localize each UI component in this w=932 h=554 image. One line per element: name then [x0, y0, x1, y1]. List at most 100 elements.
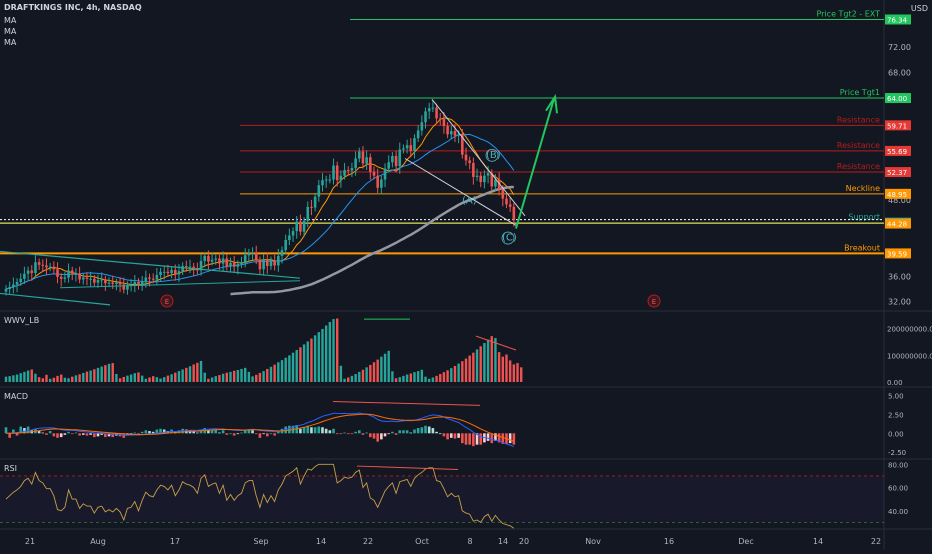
candle-body [34, 262, 37, 274]
macd-bar [107, 433, 111, 437]
wwv-bar [409, 373, 412, 382]
wwv-bar [332, 319, 335, 382]
wave-label-b: (B) [486, 150, 501, 161]
wwv-bars [4, 318, 523, 382]
wwv-bar [247, 371, 251, 382]
wwv-red-divergence [475, 335, 517, 351]
macd-bar [420, 427, 424, 434]
wwv-axis-tick: 200000000.00 [887, 326, 932, 334]
wwv-bar [479, 346, 482, 382]
macd-bar [23, 428, 26, 434]
time-axis-tick: 20 [519, 537, 529, 546]
macd-bar [45, 433, 48, 435]
candle-body [89, 278, 92, 280]
macd-bar [343, 432, 346, 434]
wwv-bar [339, 365, 343, 382]
wwv-bar [210, 377, 214, 382]
macd-bar [70, 433, 74, 435]
macd-axis-tick: 0.00 [888, 430, 904, 438]
macd-bar [214, 429, 218, 434]
macd-bar [159, 428, 162, 434]
candle-body [494, 179, 497, 187]
wwv-bar [273, 364, 276, 382]
candle-body [126, 285, 129, 290]
macd-bar [402, 430, 405, 434]
candle-body [100, 279, 103, 281]
wwv-bar [23, 371, 26, 382]
level-label: Price Tgt2 - EXT [816, 9, 880, 18]
macd-bar [144, 430, 148, 434]
candle-body [37, 262, 41, 265]
wwv-bar [203, 372, 206, 382]
wwv-bar [244, 367, 247, 382]
candle-body [446, 126, 449, 135]
macd-bar [240, 432, 243, 434]
macd-bar [449, 433, 453, 438]
wwv-bar [67, 378, 70, 382]
wwv-bar [93, 369, 96, 382]
wwv-bar [391, 371, 394, 382]
level-price-tag-text: 64.00 [887, 95, 907, 103]
candle-body [387, 162, 391, 169]
macd-bar [93, 433, 96, 438]
candle-body [23, 273, 26, 279]
wwv-bar [365, 367, 368, 382]
wwv-bar [8, 376, 11, 382]
wwv-bar [214, 376, 217, 382]
macd-bar [225, 433, 229, 435]
macd-bar [490, 433, 494, 444]
candle-body [12, 284, 15, 288]
candle-body [497, 179, 501, 190]
candle-body [93, 278, 96, 283]
candle-body [438, 118, 442, 120]
wwv-bar [266, 368, 269, 382]
wwv-bar [159, 378, 162, 382]
candle-body [508, 204, 512, 207]
wwv-bar [468, 355, 471, 382]
wwv-axis-tick: 0.00 [887, 379, 903, 387]
candle-body [78, 273, 81, 280]
wwv-bar [328, 322, 332, 382]
wwv-bar [104, 365, 107, 382]
wwv-bar [78, 374, 81, 382]
macd-bar [192, 431, 195, 434]
time-axis-tick: 22 [871, 537, 881, 546]
macd-bar [196, 432, 199, 434]
wwv-bar [501, 356, 504, 382]
candle-body [343, 169, 346, 176]
wwv-bar [324, 325, 328, 382]
macd-bar [361, 433, 365, 435]
candle-body [372, 171, 376, 176]
candle-body [129, 284, 133, 286]
candle-body [243, 255, 247, 263]
macd-bar [431, 428, 435, 434]
macd-bar [299, 428, 302, 434]
macd-bar [100, 433, 103, 435]
wwv-bar [199, 360, 203, 382]
macd-bar [52, 433, 56, 437]
wwv-bar [288, 355, 291, 382]
macd-axis-tick: -2.50 [888, 449, 906, 457]
currency-label[interactable]: USD [910, 4, 928, 13]
wwv-bar [380, 356, 383, 382]
wwv-bar [512, 364, 516, 382]
macd-bar [162, 429, 166, 434]
time-axis-tick: Aug [90, 537, 106, 546]
ma-label-1: MA [4, 16, 17, 25]
wwv-bar [387, 350, 390, 382]
candle-body [85, 277, 89, 279]
symbol-title: DRAFTKINGS INC, 4h, NASDAQ [4, 3, 142, 12]
level-price-tag-text: 48.95 [887, 191, 907, 199]
time-axis-tick: 17 [170, 537, 180, 546]
macd-bar [229, 433, 232, 435]
level-price-tag [885, 188, 911, 199]
candle-body [357, 151, 361, 159]
candle-body [41, 264, 45, 266]
wwv-bar [490, 336, 493, 382]
candle-body [369, 157, 372, 172]
wwv-bar [405, 374, 409, 382]
wwv-bar [358, 371, 361, 382]
macd-bar [479, 433, 483, 445]
